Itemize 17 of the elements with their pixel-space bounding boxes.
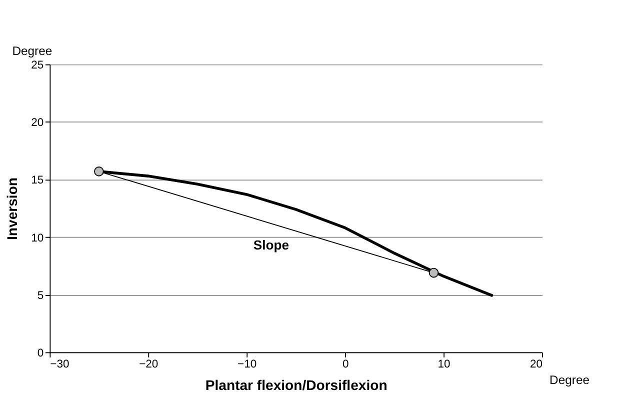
- x-tick-label: 0: [342, 358, 349, 371]
- y-tick-label: 15: [31, 174, 44, 187]
- x-tick-label: −30: [50, 358, 70, 371]
- y-tick-label: 25: [31, 60, 44, 72]
- annotation: Slope: [253, 237, 290, 252]
- x-tick-label: 20: [530, 358, 543, 371]
- y-tick-label: 0: [37, 347, 44, 360]
- text: Degree: [550, 373, 590, 388]
- x-axis-title: Plantar flexion/Dorsiflexion: [205, 377, 388, 394]
- x-tick-label: −20: [139, 358, 158, 371]
- y-tick-label: 20: [31, 117, 44, 130]
- y-tick-label: 5: [37, 290, 44, 302]
- y-tick-label: 10: [31, 232, 44, 244]
- text: Degree: [12, 44, 52, 58]
- x-tick-label: 10: [438, 358, 450, 371]
- y-axis-title: Inversion: [4, 178, 20, 240]
- x-tick-label: −10: [238, 358, 257, 371]
